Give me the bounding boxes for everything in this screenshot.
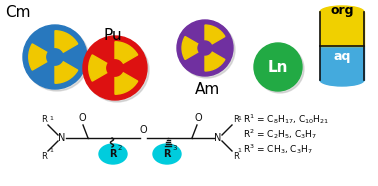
Ellipse shape (153, 144, 181, 164)
Ellipse shape (320, 6, 364, 18)
Circle shape (49, 51, 61, 63)
Text: R: R (233, 152, 239, 161)
Circle shape (256, 45, 304, 93)
Text: R: R (109, 149, 117, 159)
Wedge shape (205, 25, 225, 44)
Circle shape (108, 62, 121, 74)
Wedge shape (115, 73, 138, 94)
Wedge shape (205, 52, 225, 71)
Text: 1: 1 (49, 116, 53, 121)
Text: 1: 1 (237, 116, 241, 121)
Text: Cm: Cm (5, 5, 31, 20)
Text: R: R (41, 152, 47, 161)
Text: Am: Am (194, 82, 220, 97)
Wedge shape (115, 42, 138, 63)
Text: org: org (330, 4, 354, 17)
Wedge shape (55, 31, 78, 52)
Text: 2: 2 (118, 145, 122, 151)
Text: Pu: Pu (104, 28, 122, 43)
Text: R: R (233, 115, 239, 124)
Text: 1: 1 (49, 148, 53, 153)
Polygon shape (320, 46, 364, 80)
Text: aq: aq (333, 49, 351, 62)
Polygon shape (320, 12, 364, 46)
Text: R$^2$ = C$_2$H$_5$, C$_3$H$_7$: R$^2$ = C$_2$H$_5$, C$_3$H$_7$ (243, 127, 317, 141)
Ellipse shape (99, 144, 127, 164)
Text: R$^3$ = CH$_3$, C$_3$H$_7$: R$^3$ = CH$_3$, C$_3$H$_7$ (243, 142, 313, 156)
Circle shape (200, 42, 211, 54)
Circle shape (23, 25, 87, 89)
Text: R: R (163, 149, 171, 159)
Circle shape (177, 20, 233, 76)
Text: 1: 1 (237, 148, 241, 153)
Text: O: O (139, 125, 147, 135)
Text: N: N (58, 133, 66, 143)
Wedge shape (89, 55, 107, 81)
Circle shape (83, 36, 147, 100)
Text: R: R (41, 115, 47, 124)
Text: O: O (78, 113, 86, 123)
Wedge shape (29, 44, 47, 70)
Circle shape (254, 43, 302, 91)
Wedge shape (182, 36, 198, 60)
Circle shape (25, 27, 89, 91)
Ellipse shape (320, 74, 364, 86)
Text: R$^1$ = C$_8$H$_{17}$, C$_{10}$H$_{21}$: R$^1$ = C$_8$H$_{17}$, C$_{10}$H$_{21}$ (243, 112, 329, 126)
Text: Ln: Ln (268, 60, 288, 75)
Wedge shape (55, 62, 78, 83)
Text: 3: 3 (172, 145, 177, 151)
Text: N: N (214, 133, 222, 143)
Text: O: O (194, 113, 202, 123)
Circle shape (179, 22, 235, 78)
Circle shape (85, 38, 149, 102)
